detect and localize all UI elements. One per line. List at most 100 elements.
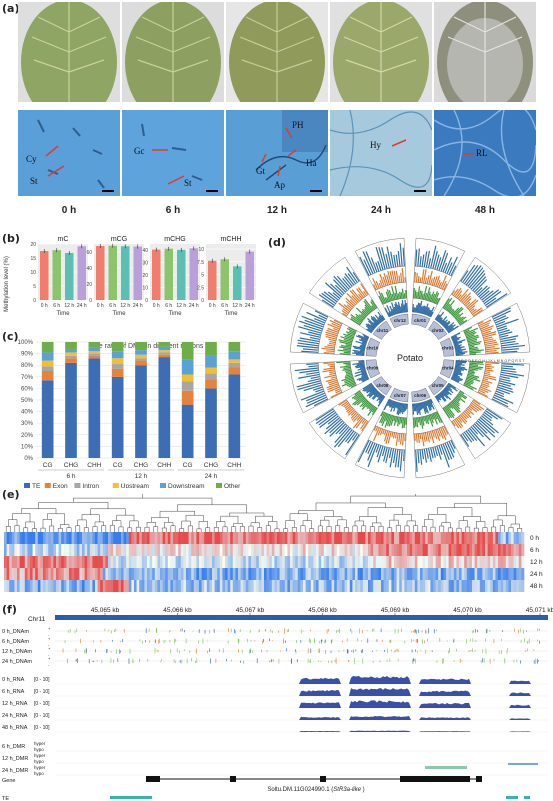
dendrogram-branch [473,527,479,532]
track-signal [366,388,377,397]
heatmap-cell [79,556,83,568]
heatmap-cell [71,532,75,544]
track-signal [457,294,462,300]
dendrogram-branch [361,525,367,532]
heatmap-cell [27,532,31,544]
track-signal [499,334,509,338]
track-signal [482,289,500,303]
heatmap-cell [180,544,184,556]
track-signal [481,415,494,426]
heatmap-cell [498,532,501,544]
heatmap-cell [453,568,457,580]
track-signal [361,308,369,316]
heatmap-cell [264,556,267,568]
track-signal [443,297,453,310]
heatmap-cell [19,568,23,580]
heatmap-cell [256,556,260,568]
dendrogram-branch [146,522,156,528]
track-signal [392,401,397,409]
track-signal [447,327,454,333]
heatmap-cell [105,556,109,568]
heatmap-cell [365,532,369,544]
track-signal [391,308,396,315]
track-signal [343,304,352,311]
heatmap-cell [430,580,434,592]
track-signal [392,448,397,464]
track-signal [443,388,450,395]
track-signal [438,393,446,403]
bar-segment [88,355,101,359]
bar [121,246,130,300]
track-signal [401,417,405,429]
track-signal [341,310,349,316]
track-signal [486,293,508,308]
tick-label: CG [183,462,193,469]
heatmap-cell [375,568,379,580]
heatmap-cell [368,544,371,556]
track-signal [343,351,351,354]
track-signal [444,303,451,310]
track-signal [344,379,355,384]
track-label: Gene [2,778,15,784]
heatmap-cell [448,544,452,556]
heatmap-cell [336,544,340,556]
track-signal [495,320,506,326]
heatmap-cell [110,556,114,568]
heatmap-cell [230,544,234,556]
track-signal [330,376,337,379]
track-signal [343,276,353,287]
track-signal [420,305,424,314]
track-signal [454,346,465,350]
heatmap-cell [396,556,400,568]
heatmap-cell [459,532,462,544]
dendrogram-branch [75,525,81,532]
heatmap-cell [110,580,114,592]
track-signal [399,291,402,299]
track-signal [387,431,392,444]
track-signal [428,431,432,439]
heatmap-cell [282,568,286,580]
heatmap-cell [121,544,124,556]
track-signal [364,298,374,311]
heatmap-cell [136,532,140,544]
track-signal [416,403,420,414]
heatmap-cell [378,556,382,568]
heatmap-cell [225,556,228,568]
track-signal [393,415,396,422]
tick-label: 2.5 [197,285,204,291]
heatmap-cell [191,568,195,580]
chart-title: mCHH [221,236,242,243]
heatmap-cell [331,568,335,580]
heatmap-cell [170,532,174,544]
heatmap-cell [84,532,88,544]
heatmap-cell [32,532,36,544]
heatmap-cell [217,580,221,592]
track-signal [429,414,434,424]
track-signal [493,394,514,405]
track-signal [324,346,335,349]
heatmap-cell [500,568,504,580]
tick-label: 6 h [53,303,60,309]
track-signal [328,381,339,386]
track-signal [395,432,399,446]
track-signal [415,417,419,428]
heatmap-cell [409,580,413,592]
track-signal [340,336,353,342]
track-signal [485,365,495,368]
dendrogram-branch [151,517,169,523]
heatmap-cell [365,580,369,592]
heatmap-cell [443,580,447,592]
track-signal [415,403,419,416]
heatmap-cell [347,556,351,568]
track-signal [366,386,375,394]
track-signal [388,399,393,407]
bar-segment [228,342,241,352]
track-signal [414,417,417,427]
heatmap-cell [287,556,291,568]
heatmap-cell [118,544,122,556]
track-signal [352,362,365,365]
track-signal [368,405,374,412]
chromosome-label: chr12 [394,318,407,323]
track-signal [413,403,416,412]
heatmap-cell [305,568,309,580]
